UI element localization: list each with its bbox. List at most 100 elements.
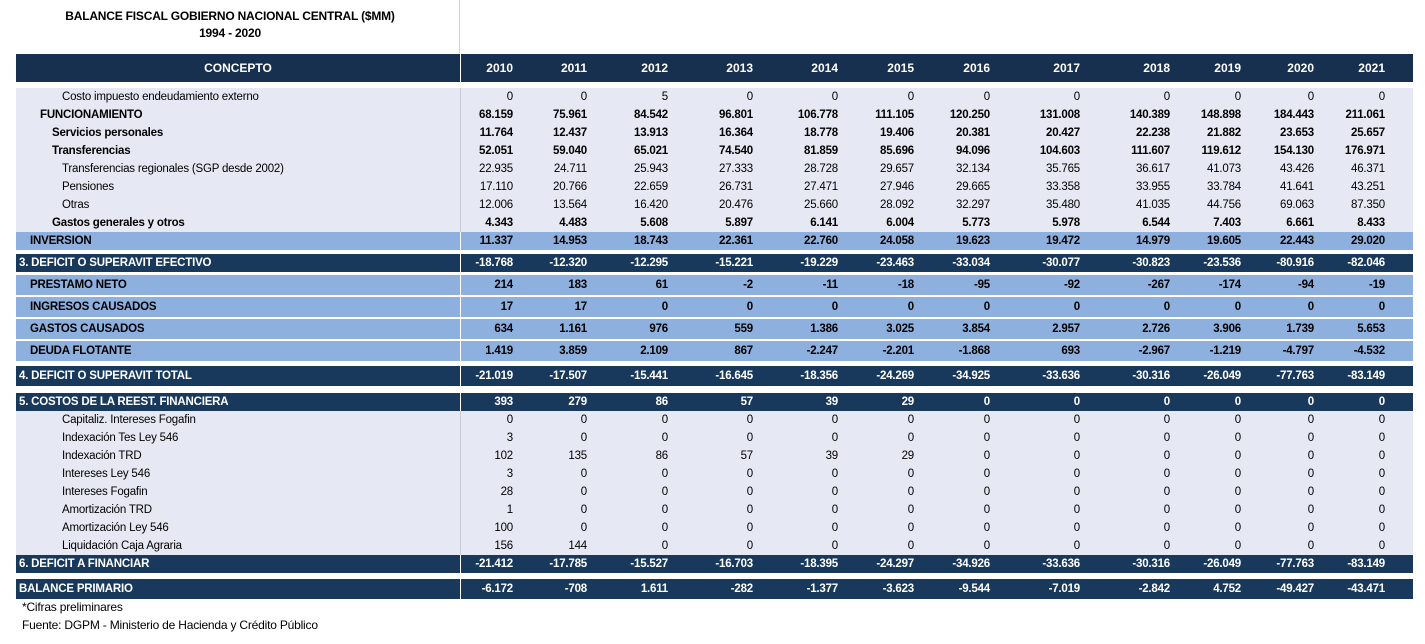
cell-value: 0 [1307, 540, 1314, 552]
cell-value: 7.403 [1213, 217, 1241, 229]
cell-value: 27.946 [880, 181, 914, 193]
cell-value: 33.784 [1207, 181, 1241, 193]
table-row: Amortización Ley 546 100 0 0 0 0 0 0 0 0 0 0 0 [16, 519, 1413, 537]
cell-value: 0 [661, 486, 668, 498]
cell-value: -19 [1368, 279, 1385, 291]
cell-value: 43.251 [1351, 181, 1385, 193]
cell-value: 22.760 [804, 235, 838, 247]
cell-value: 75.961 [553, 109, 587, 121]
cell-value: -77.763 [1276, 370, 1314, 382]
cell-value: 102 [494, 450, 513, 462]
cell-value: 8.433 [1357, 217, 1385, 229]
cell-value: -77.763 [1276, 558, 1314, 570]
year-header-2014: 2014 [811, 61, 838, 75]
cell-value: 19.472 [1046, 235, 1080, 247]
cell-value: 0 [983, 450, 990, 462]
cell-value: 0 [580, 486, 587, 498]
cell-value: -18.356 [800, 370, 838, 382]
cell-value: 41.035 [1136, 199, 1170, 211]
cell-value: 27.471 [804, 181, 838, 193]
cell-value: 0 [1163, 540, 1170, 552]
cell-value: 68.159 [479, 109, 513, 121]
cell-value: -2.201 [882, 345, 915, 357]
cell-value: 28 [500, 486, 514, 498]
cell-value: -24.297 [876, 558, 914, 570]
title-line-2: 1994 - 2020 [199, 26, 261, 40]
cell-value: 0 [661, 432, 668, 444]
cell-value: 32.134 [956, 163, 990, 175]
cell-value: -16.703 [715, 558, 753, 570]
cell-value: 0 [506, 91, 513, 103]
cell-value: 0 [1163, 468, 1170, 480]
cell-value: -9.544 [958, 583, 991, 595]
cell-value: 0 [1307, 91, 1314, 103]
cell-value: 22.443 [1280, 235, 1314, 247]
cell-value: 13.564 [553, 199, 587, 211]
cell-value: 0 [746, 522, 753, 534]
cell-value: 0 [1307, 522, 1314, 534]
row-label: Intereses Ley 546 [62, 468, 151, 480]
cell-value: -19.229 [800, 257, 838, 269]
cell-value: 144 [568, 540, 587, 552]
cell-value: 0 [746, 540, 753, 552]
cell-value: 0 [1234, 91, 1241, 103]
cell-value: 0 [907, 540, 914, 552]
row-label: Transferencias [52, 145, 131, 157]
cell-value: 5.897 [725, 217, 753, 229]
cell-value: 0 [1234, 522, 1241, 534]
cell-value: 2.957 [1052, 323, 1080, 335]
cell-value: -282 [730, 583, 753, 595]
year-header-2019: 2019 [1214, 61, 1241, 75]
cell-value: 0 [1073, 522, 1080, 534]
cell-value: 14.953 [553, 235, 587, 247]
cell-value: 0 [580, 522, 587, 534]
cell-value: 634 [494, 323, 513, 335]
row-label: Gastos generales y otros [52, 217, 185, 229]
row-label: INGRESOS CAUSADOS [30, 301, 157, 313]
cell-value: -92 [1063, 279, 1080, 291]
row-label: 4. DEFICIT O SUPERAVIT TOTAL [19, 370, 192, 382]
cell-value: 11.764 [479, 127, 514, 139]
page-title: BALANCE FISCAL GOBIERNO NACIONAL CENTRAL… [0, 8, 460, 42]
cell-value: 867 [734, 345, 753, 357]
cell-value: 0 [1163, 522, 1170, 534]
cell-value: -3.623 [882, 583, 915, 595]
cell-value: -30.823 [1132, 257, 1170, 269]
cell-value: 0 [983, 301, 990, 313]
concept-header: CONCEPTO [204, 61, 272, 75]
year-header-2021: 2021 [1358, 61, 1385, 75]
cell-value: 0 [831, 504, 838, 516]
cell-value: 57 [740, 396, 754, 408]
cell-value: 22.659 [634, 181, 668, 193]
cell-value: -4.797 [1282, 345, 1315, 357]
cell-value: -83.149 [1347, 370, 1385, 382]
cell-value: 1.611 [640, 583, 668, 595]
cell-value: -30.077 [1042, 257, 1080, 269]
cell-value: 0 [907, 468, 914, 480]
cell-value: 6.544 [1142, 217, 1170, 229]
cell-value: 0 [580, 91, 587, 103]
table-row: Otras 12.006 13.564 16.420 20.476 25.660 28.09… [16, 196, 1413, 214]
cell-value: 111.607 [1131, 145, 1170, 157]
cell-value: 52.051 [479, 145, 513, 157]
cell-value: 0 [831, 522, 838, 534]
cell-value: 0 [983, 522, 990, 534]
cell-value: 214 [494, 279, 513, 291]
row-divider [460, 297, 461, 317]
cell-value: 0 [1378, 450, 1385, 462]
year-header-2016: 2016 [963, 61, 990, 75]
table-row: 5. COSTOS DE LA REEST. FINANCIERA 393 279 8… [16, 393, 1413, 411]
cell-value: 46.371 [1351, 163, 1385, 175]
cell-value: -2.842 [1138, 583, 1171, 595]
row-label: Liquidación Caja Agraria [62, 540, 182, 552]
cell-value: 5.608 [640, 217, 668, 229]
cell-value: -1.219 [1209, 345, 1242, 357]
cell-value: 0 [1163, 504, 1170, 516]
cell-value: 0 [1378, 301, 1385, 313]
cell-value: -15.527 [630, 558, 668, 570]
cell-value: 0 [1163, 414, 1170, 426]
cell-value: 25.943 [634, 163, 668, 175]
table-row: Transferencias regionales (SGP desde 200… [16, 160, 1413, 178]
cell-value: 0 [831, 301, 838, 313]
year-header-2010: 2010 [486, 61, 513, 75]
